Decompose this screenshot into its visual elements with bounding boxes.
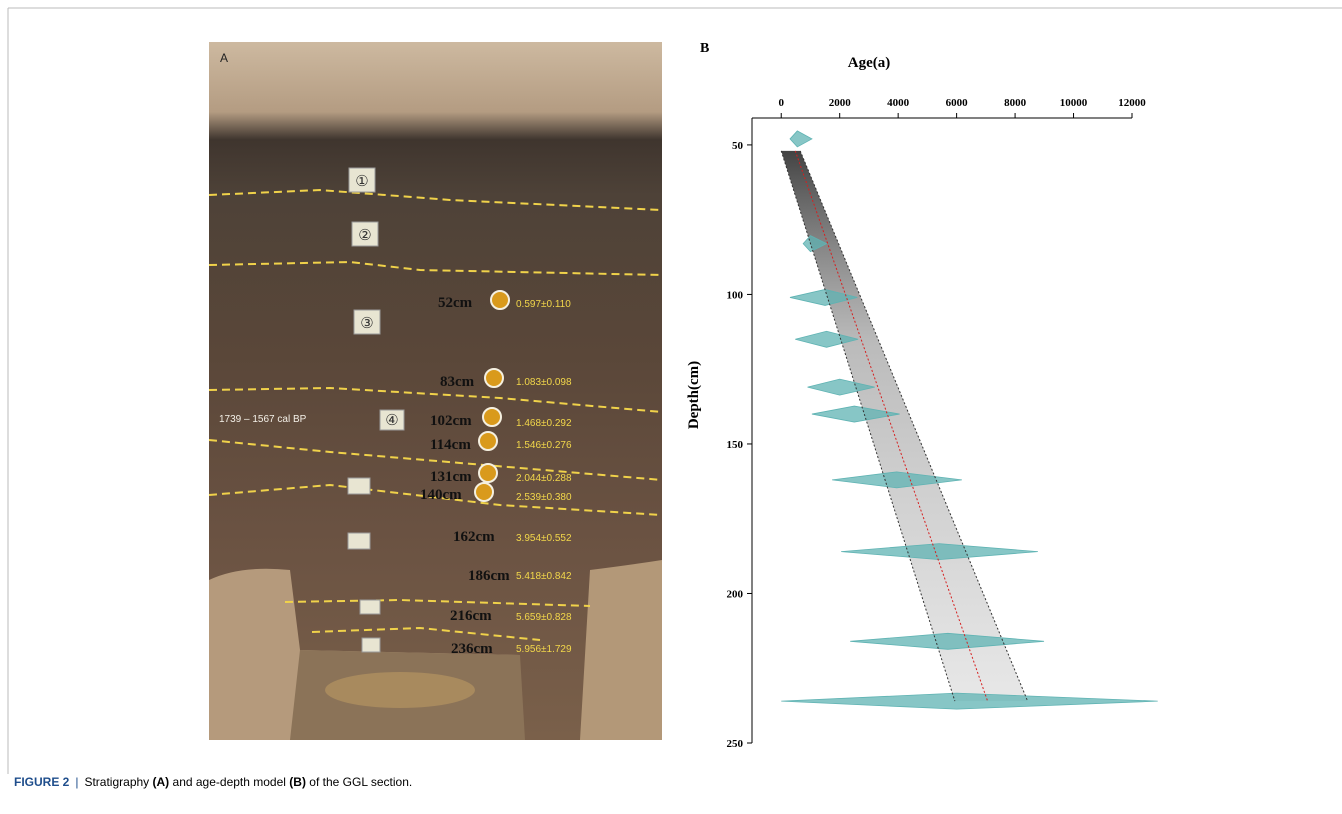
sample-tin (479, 464, 497, 482)
sample-tin (475, 483, 493, 501)
sample-tin (485, 369, 503, 387)
y-tick-label: 150 (727, 439, 744, 451)
figure: B Age(a) Depth(cm) 0 2000 4000 6000 8000 10000 12… (0, 0, 1342, 814)
y-tick-label: 250 (727, 738, 744, 750)
sample-depth: 162cm (453, 529, 495, 545)
sample-depth: 52cm (438, 295, 473, 311)
x-tick-label: 8000 (1004, 97, 1027, 109)
caption-text: of the GGL section. (306, 775, 412, 789)
caption-label: FIGURE 2 (14, 775, 70, 789)
sample-depth: 131cm (430, 469, 472, 485)
date-distribution (850, 633, 1044, 649)
date-distribution (841, 544, 1038, 560)
photo (209, 42, 662, 740)
sample-tin (483, 408, 501, 426)
sample-age: 3.954±0.552 (516, 533, 572, 544)
caption-text: (B) (289, 775, 306, 789)
sample-depth: 140cm (420, 487, 462, 503)
panel-label: A (220, 51, 228, 65)
sample-age: 1.083±0.098 (516, 377, 572, 388)
confidence-band (781, 151, 1027, 701)
sample-age: 2.539±0.380 (516, 492, 572, 503)
sample-age: 1.546±0.276 (516, 440, 572, 451)
x-tick-label: 6000 (946, 97, 969, 109)
date-distribution (832, 472, 962, 488)
date-distribution (781, 693, 1157, 709)
caption-text: (A) (153, 775, 170, 789)
sample-age: 2.044±0.288 (516, 473, 572, 484)
y-tick-label: 200 (727, 588, 744, 600)
sample-depth: 186cm (468, 568, 510, 584)
sample-tin (479, 432, 497, 450)
layer-number: ① (355, 173, 368, 190)
y-tick-label: 50 (732, 140, 744, 152)
caption-text: Stratigraphy (84, 775, 152, 789)
layer-number: ④ (385, 412, 398, 429)
x-tick-label: 0 (778, 97, 784, 109)
layer-number: ② (358, 227, 371, 244)
sample-tin (491, 291, 509, 309)
sample-age: 5.956±1.729 (516, 644, 572, 655)
layer-number: ③ (360, 315, 373, 332)
date-note: 1739 – 1567 cal BP (219, 414, 307, 425)
sample-age: 5.418±0.842 (516, 571, 572, 582)
x-axis-title: Age(a) (848, 55, 890, 71)
x-tick-label: 4000 (887, 97, 910, 109)
page: B Age(a) Depth(cm) 0 2000 4000 6000 8000 10000 12… (0, 0, 1342, 814)
caption-separator: | (75, 775, 78, 789)
x-tick-label: 10000 (1060, 97, 1088, 109)
chart-b: B Age(a) Depth(cm) 0 2000 4000 6000 8000 10000 12… (686, 41, 1158, 750)
sample-age: 1.468±0.292 (516, 418, 572, 429)
sample-depth: 216cm (450, 608, 492, 624)
sample-depth: 236cm (451, 641, 493, 657)
sample-age: 0.597±0.110 (516, 299, 571, 310)
sample-depth: 102cm (430, 413, 472, 429)
x-tick-label: 12000 (1118, 97, 1146, 109)
date-distribution (790, 131, 812, 147)
sample-depth: 114cm (430, 437, 471, 453)
x-tick-label: 2000 (829, 97, 852, 109)
y-axis-title: Depth(cm) (686, 361, 702, 429)
panel-label: B (700, 41, 709, 56)
caption-text: and age-depth model (169, 775, 289, 789)
y-tick-label: 100 (727, 289, 744, 301)
sample-age: 5.659±0.828 (516, 612, 572, 623)
caption: FIGURE 2 | Stratigraphy (A) and age-depth … (14, 775, 412, 789)
sample-depth: 83cm (440, 374, 475, 390)
